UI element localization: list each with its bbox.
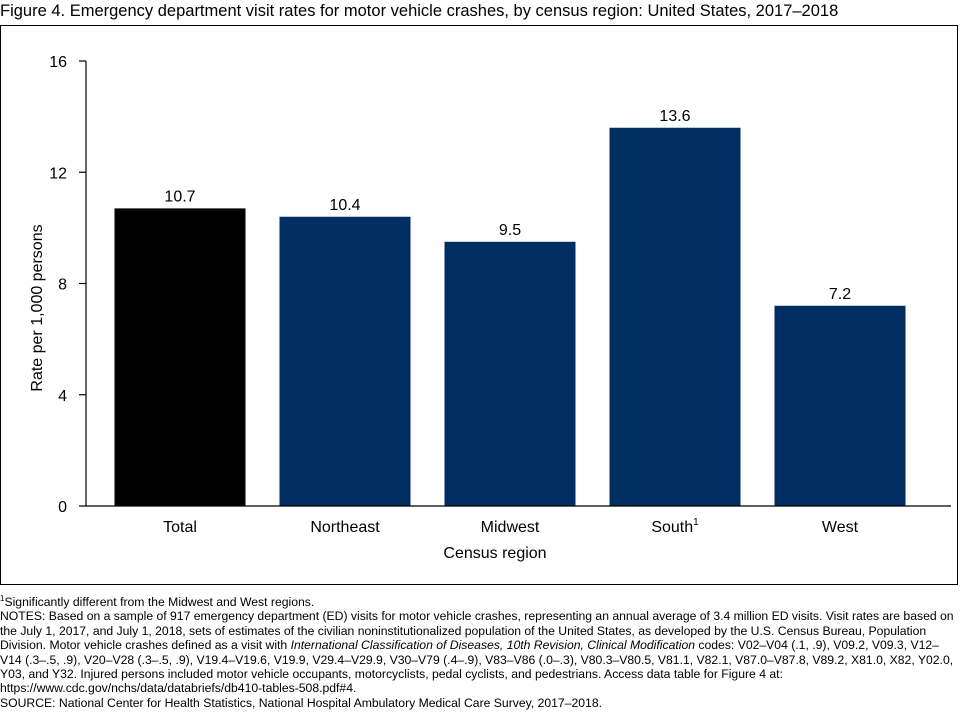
- notes-italic: International Classification of Diseases…: [290, 638, 696, 653]
- source-line: SOURCE: National Center for Health Stati…: [0, 695, 602, 710]
- x-tick-label: West: [822, 519, 859, 536]
- bar-chart: 0 4 8 12 16 10.7 10.4 9.5 13.6 7.2 Total Northeas…: [29, 54, 951, 562]
- figure-title: Figure 4. Emergency department visit rat…: [0, 2, 839, 20]
- x-tick-label: Midwest: [481, 519, 540, 536]
- bar-west: [774, 305, 906, 506]
- bar-south: [609, 127, 741, 506]
- footnote-text: Significantly different from the Midwest…: [4, 595, 315, 609]
- y-tick-label: 0: [58, 499, 67, 516]
- notes-text-2: codes: V02–V04 (.1, .9), V09.2, V09.3, V…: [0, 638, 954, 696]
- x-tick-label: Northeast: [310, 519, 380, 536]
- x-tick-label: Total: [163, 519, 197, 536]
- data-label: 9.5: [499, 222, 521, 239]
- bar-total: [114, 208, 246, 506]
- bar-midwest: [444, 241, 576, 506]
- notes-paragraph: NOTES: Based on a sample of 917 emergenc…: [0, 609, 958, 695]
- notes-text-1: NOTES: Based on a sample of 917 emergenc…: [0, 609, 954, 653]
- bars: 10.7 10.4 9.5 13.6 7.2: [114, 108, 906, 506]
- x-axis-label: Census region: [443, 545, 546, 562]
- y-tick-label: 8: [58, 277, 67, 294]
- x-tick-label-text: South: [651, 519, 693, 536]
- y-axis-label: Rate per 1,000 persons: [29, 224, 46, 391]
- x-tick-label-text: West: [822, 519, 859, 536]
- y-tick-label: 4: [58, 388, 67, 405]
- bar-northeast: [279, 216, 411, 506]
- x-tick-label-text: Northeast: [310, 519, 380, 536]
- data-label: 13.6: [659, 108, 690, 125]
- y-axis: 0 4 8 12 16: [49, 54, 87, 516]
- x-axis: Total Northeast Midwest South1 West: [86, 505, 951, 536]
- x-tick-label-text: Total: [163, 519, 197, 536]
- chart-frame: 0 4 8 12 16 10.7 10.4 9.5 13.6 7.2 Total Northeas…: [0, 25, 958, 585]
- figure-notes: 1Significantly different from the Midwes…: [0, 593, 958, 710]
- x-tick-label-superscript: 1: [693, 517, 699, 528]
- y-tick-label: 12: [49, 165, 67, 182]
- data-label: 10.4: [329, 197, 360, 214]
- x-tick-label: South1: [651, 517, 699, 536]
- data-label: 10.7: [164, 188, 195, 205]
- data-label: 7.2: [829, 286, 851, 303]
- y-tick-label: 16: [49, 54, 67, 71]
- footnote: 1Significantly different from the Midwes…: [0, 593, 958, 609]
- x-tick-label-text: Midwest: [481, 519, 540, 536]
- footnote-marker: 1: [0, 593, 5, 603]
